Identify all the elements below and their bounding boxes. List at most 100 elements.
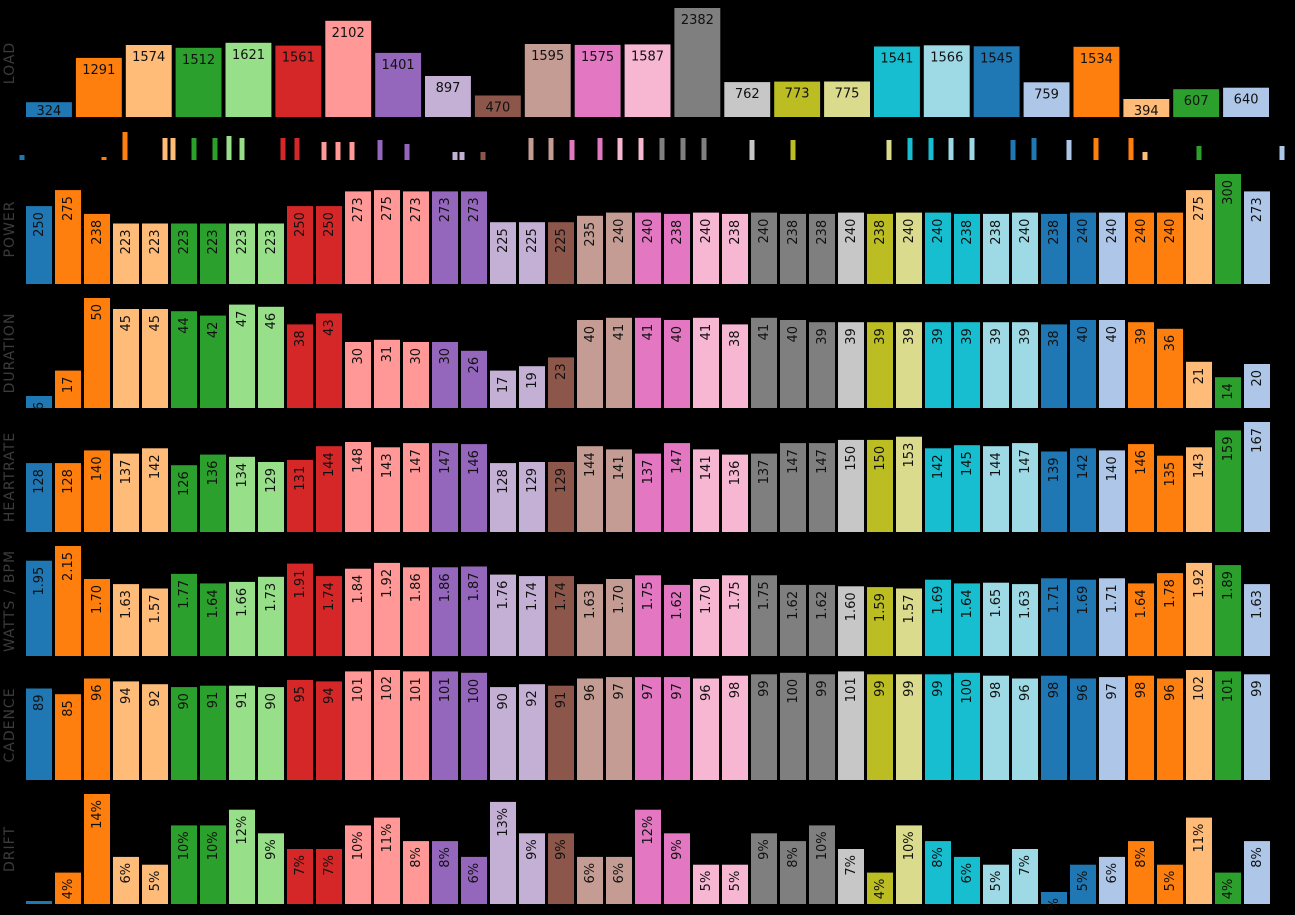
power-bar bbox=[345, 191, 371, 284]
timeline-mark bbox=[1093, 138, 1099, 160]
drift-bar-label: 9% bbox=[554, 839, 569, 860]
heartrate-bar-label: 141 bbox=[612, 455, 627, 480]
cadence-bar bbox=[84, 678, 110, 780]
cadence-bars: 89 85 96 94 92 90 91 91 90 95 94 101 102 101 101 100 90 9… bbox=[26, 670, 1270, 780]
timeline-mark bbox=[1142, 152, 1148, 160]
power-bar bbox=[635, 212, 661, 284]
cadence-bar-label: 96 bbox=[1018, 685, 1033, 702]
timeline-mark bbox=[226, 136, 232, 160]
heartrate-bar bbox=[635, 453, 661, 532]
duration-bar bbox=[316, 313, 342, 408]
power-bar bbox=[490, 222, 516, 284]
watts-bpm-bar-label: 1.95 bbox=[32, 567, 47, 596]
duration-bar-label: 39 bbox=[873, 328, 888, 345]
duration-bar-label: 41 bbox=[757, 324, 772, 341]
load-bar bbox=[75, 57, 122, 117]
watts-bpm-bar bbox=[722, 575, 748, 656]
duration-bar bbox=[1186, 361, 1212, 408]
row-title-cadence: CADENCE bbox=[2, 687, 18, 762]
watts-bpm-bar-label: 1.59 bbox=[873, 593, 888, 622]
power-bar-label: 238 bbox=[873, 220, 888, 245]
duration-bar-label: 30 bbox=[351, 348, 366, 365]
duration-bar-label: 38 bbox=[728, 330, 743, 347]
duration-bar bbox=[403, 342, 429, 408]
heartrate-bar-label: 147 bbox=[786, 449, 801, 474]
load-bar bbox=[275, 45, 322, 117]
heartrate-bar-label: 128 bbox=[32, 469, 47, 494]
drift-bar bbox=[838, 849, 864, 904]
power-bar-label: 223 bbox=[148, 230, 163, 255]
duration-bar-label: 41 bbox=[699, 324, 714, 341]
watts-bpm-bar bbox=[1099, 578, 1125, 656]
power-bar-label: 240 bbox=[1018, 219, 1033, 244]
cadence-bar bbox=[374, 670, 400, 780]
drift-bar bbox=[896, 825, 922, 904]
duration-bar-label: 44 bbox=[177, 317, 192, 334]
drift-bar-label: 10% bbox=[902, 831, 917, 860]
timeline-mark bbox=[101, 157, 107, 160]
power-bar-label: 240 bbox=[1076, 219, 1091, 244]
duration-bar bbox=[954, 322, 980, 408]
load-bar-label: 1541 bbox=[880, 52, 913, 67]
power-bar-label: 240 bbox=[1163, 219, 1178, 244]
cadence-bar bbox=[780, 672, 806, 780]
drift-bar-label: 7% bbox=[844, 855, 859, 876]
drift-bar-label: 10% bbox=[351, 831, 366, 860]
heartrate-bar-label: 128 bbox=[61, 469, 76, 494]
heartrate-bar bbox=[142, 448, 168, 532]
power-bar bbox=[664, 213, 690, 284]
timeline-mark bbox=[377, 140, 383, 160]
duration-bar-label: 14 bbox=[1221, 383, 1236, 400]
cadence-bar bbox=[693, 678, 719, 780]
load-bar bbox=[824, 81, 870, 117]
drift-bar-label: 7% bbox=[1018, 855, 1033, 876]
load-bar bbox=[1173, 89, 1220, 117]
cadence-bar-label: 98 bbox=[989, 682, 1004, 699]
watts-bpm-bar bbox=[606, 579, 632, 656]
drift-bar-label: 4% bbox=[1221, 879, 1236, 900]
duration-bar bbox=[200, 315, 226, 408]
power-bar bbox=[606, 212, 632, 284]
drift-bar-label: 8% bbox=[409, 847, 424, 868]
heartrate-bar bbox=[403, 443, 429, 532]
load-bars: 324 1291 1574 1512 1621 1561 2102 1401 897 470 159… bbox=[26, 8, 1269, 119]
drift-bar bbox=[258, 833, 284, 904]
duration-bar bbox=[1099, 320, 1125, 408]
watts-bpm-bar bbox=[751, 575, 777, 656]
power-bar-label: 273 bbox=[438, 197, 453, 222]
load-bar bbox=[724, 82, 771, 117]
watts-bpm-bar-label: 1.75 bbox=[728, 581, 743, 610]
load-bar-label: 759 bbox=[1034, 87, 1059, 102]
power-bar bbox=[1012, 212, 1038, 284]
cadence-bar bbox=[722, 675, 748, 780]
load-bar bbox=[175, 47, 222, 117]
duration-bar bbox=[345, 342, 371, 408]
heartrate-bars: 128 128 140 137 142 126 136 134 129 131 144 148 143 1… bbox=[26, 422, 1270, 532]
heartrate-bar bbox=[780, 443, 806, 532]
power-bar-label: 275 bbox=[380, 196, 395, 221]
watts-bpm-bar-label: 1.71 bbox=[1105, 584, 1120, 613]
timeline-mark bbox=[1066, 140, 1072, 160]
watts-bpm-bar bbox=[1012, 584, 1038, 656]
watts-bpm-bar-label: 1.60 bbox=[844, 592, 859, 621]
duration-bar bbox=[258, 306, 284, 408]
cadence-bar-label: 96 bbox=[90, 685, 105, 702]
load-bar-label: 394 bbox=[1134, 104, 1159, 119]
cadence-bar-label: 96 bbox=[699, 685, 714, 702]
drift-bars: 4% 14% 6% 5% 10% 10% 12% 9% 7% 7% 10% 11% 8% 8% 6% 13% 9… bbox=[26, 794, 1270, 910]
watts-bpm-bar-label: 1.92 bbox=[380, 569, 395, 598]
drift-bar-label: 11% bbox=[1192, 824, 1207, 853]
cadence-bar bbox=[867, 674, 893, 780]
heartrate-bar-label: 140 bbox=[90, 456, 105, 481]
drift-bar-label: 9% bbox=[757, 839, 772, 860]
drift-bar bbox=[461, 856, 487, 904]
cadence-bar-label: 95 bbox=[293, 686, 308, 703]
watts-bpm-bar bbox=[142, 588, 168, 656]
cadence-bar bbox=[606, 677, 632, 780]
cadence-bar-label: 99 bbox=[902, 680, 917, 697]
drift-bar-label: 8% bbox=[1134, 847, 1149, 868]
duration-bar-label: 30 bbox=[409, 348, 424, 365]
load-bar-label: 1587 bbox=[631, 49, 664, 64]
watts-bpm-bar bbox=[867, 587, 893, 656]
watts-bpm-bar-label: 1.86 bbox=[409, 573, 424, 602]
